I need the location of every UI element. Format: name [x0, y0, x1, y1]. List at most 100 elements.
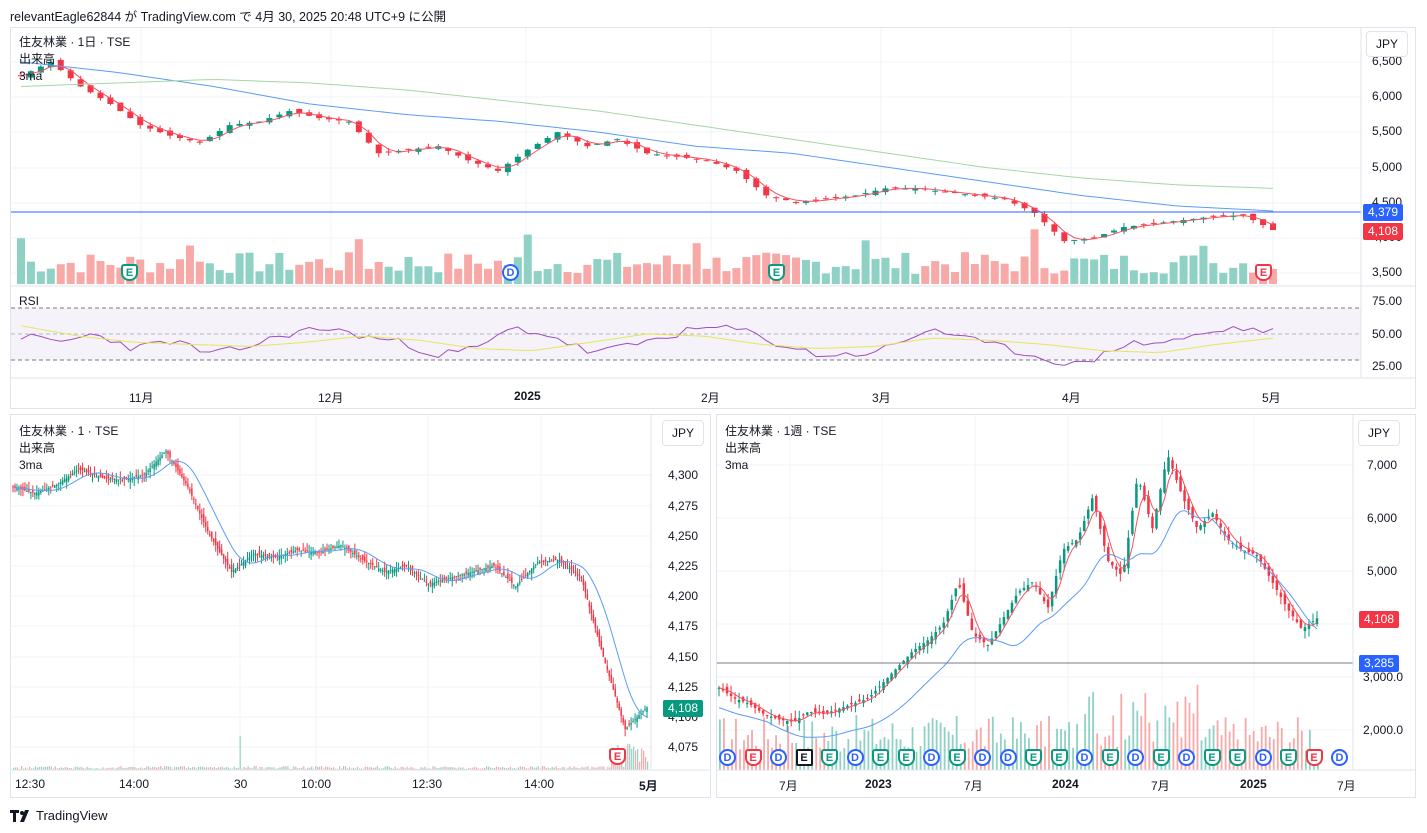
candle-body — [628, 724, 630, 726]
earnings-event-icon[interactable]: E — [1204, 749, 1221, 766]
intraday-legend-title[interactable]: 住友林業 · 1 · TSE — [19, 423, 118, 440]
volume-bar — [29, 767, 30, 770]
dividend-event-icon[interactable]: D — [974, 749, 991, 766]
candle-body — [501, 573, 503, 574]
daily-chart-panel[interactable]: 住友林業 · 1日 · TSE 出来高 3ma JPY RSI 6,500 6,… — [10, 27, 1416, 409]
volume-bar — [1072, 748, 1074, 770]
rsi-label[interactable]: RSI — [19, 293, 39, 310]
intraday-chart-panel[interactable]: 住友林業 · 1 · TSE 出来高 3ma JPY 4,300 4,275 4… — [10, 414, 711, 798]
volume-bar — [67, 263, 75, 284]
candle-body — [1111, 231, 1117, 233]
candle-body — [495, 568, 497, 569]
earnings-event-icon[interactable]: E — [796, 749, 813, 766]
earnings-event-icon[interactable]: E — [821, 749, 838, 766]
volume-bar — [424, 266, 432, 284]
daily-price-label: 3,500 — [1372, 265, 1402, 279]
earnings-event-icon[interactable]: E — [609, 748, 626, 765]
candle-body — [581, 577, 583, 578]
intraday-legend-ma[interactable]: 3ma — [19, 457, 118, 474]
dividend-event-icon[interactable]: D — [1000, 749, 1017, 766]
candle-body — [211, 532, 213, 539]
earnings-event-icon[interactable]: E — [768, 264, 785, 281]
candle-body — [384, 568, 386, 572]
earnings-event-icon[interactable]: E — [898, 749, 915, 766]
volume-bar — [1225, 717, 1227, 770]
earnings-event-icon[interactable]: E — [1306, 749, 1323, 766]
volume-bar — [812, 262, 820, 284]
dividend-event-icon[interactable]: D — [1178, 749, 1195, 766]
dividend-event-icon[interactable]: D — [1255, 749, 1272, 766]
volume-bar — [739, 749, 741, 770]
dividend-event-icon[interactable]: D — [1127, 749, 1144, 766]
candle-body — [1083, 521, 1086, 531]
volume-bar — [544, 766, 545, 770]
weekly-legend-ma[interactable]: 3ma — [725, 457, 836, 474]
dividend-event-icon[interactable]: D — [719, 749, 736, 766]
candle-body — [866, 698, 869, 699]
earnings-event-icon[interactable]: E — [1102, 749, 1119, 766]
candle-body — [108, 475, 110, 478]
weekly-time-label: 2023 — [865, 777, 892, 791]
earnings-event-icon[interactable]: E — [1280, 749, 1297, 766]
earnings-event-icon[interactable]: E — [121, 264, 138, 281]
candle-body — [810, 712, 813, 713]
candle-body — [714, 162, 720, 164]
candle-body — [664, 155, 670, 156]
candle-body — [638, 715, 640, 718]
volume-bar — [593, 259, 601, 284]
candle-body — [577, 574, 579, 575]
candle-body — [394, 569, 396, 573]
volume-bar — [240, 736, 241, 770]
earnings-event-icon[interactable]: E — [872, 749, 889, 766]
candle-body — [187, 484, 189, 487]
earnings-event-icon[interactable]: E — [1255, 264, 1272, 281]
weekly-legend-title[interactable]: 住友林業 · 1週 · TSE — [725, 423, 836, 440]
candle-body — [98, 477, 100, 479]
candle-body — [487, 566, 489, 568]
daily-legend-volume[interactable]: 出来高 — [19, 51, 130, 68]
candle-body — [338, 546, 340, 548]
tradingview-brand[interactable]: TradingView — [10, 808, 108, 823]
intraday-currency-button[interactable]: JPY — [662, 420, 704, 446]
ma-mid-line — [21, 62, 1273, 211]
volume-bar — [1219, 273, 1227, 284]
dividend-event-icon[interactable]: D — [502, 264, 519, 281]
dividend-event-icon[interactable]: D — [1076, 749, 1093, 766]
candle-body — [892, 187, 898, 188]
dividend-event-icon[interactable]: D — [1331, 749, 1348, 766]
daily-legend-title[interactable]: 住友林業 · 1日 · TSE — [19, 34, 130, 51]
weekly-legend-volume[interactable]: 出来高 — [725, 440, 836, 457]
weekly-chart-panel[interactable]: 住友林業 · 1週 · TSE 出来高 3ma JPY 7,000 6,000 … — [716, 414, 1416, 798]
volume-bar — [556, 766, 557, 770]
candle-body — [461, 575, 463, 576]
intraday-legend: 住友林業 · 1 · TSE 出来高 3ma — [19, 423, 118, 474]
earnings-event-icon[interactable]: E — [1153, 749, 1170, 766]
earnings-event-icon[interactable]: E — [1229, 749, 1246, 766]
volume-bar — [120, 766, 121, 770]
earnings-event-icon[interactable]: E — [1025, 749, 1042, 766]
volume-bar — [494, 261, 502, 284]
earnings-event-icon[interactable]: E — [949, 749, 966, 766]
intraday-legend-volume[interactable]: 出来高 — [19, 440, 118, 457]
candle-body — [225, 559, 227, 562]
candle-body — [290, 550, 292, 552]
daily-chart-canvas[interactable] — [11, 28, 1416, 409]
daily-legend-ma[interactable]: 3ma — [19, 68, 130, 85]
volume-bar — [663, 256, 671, 284]
daily-currency-button[interactable]: JPY — [1366, 31, 1408, 57]
candle-body — [372, 563, 374, 565]
daily-price-label: 5,500 — [1372, 124, 1402, 138]
earnings-event-icon[interactable]: E — [745, 749, 762, 766]
volume-bar — [355, 239, 363, 284]
volume-bar — [275, 253, 283, 284]
candle-body — [463, 574, 465, 575]
dividend-event-icon[interactable]: D — [923, 749, 940, 766]
candle-body — [155, 462, 157, 467]
dividend-event-icon[interactable]: D — [847, 749, 864, 766]
rsi-axis-label: 75.00 — [1372, 294, 1402, 308]
weekly-currency-button[interactable]: JPY — [1358, 420, 1400, 446]
candle-body — [614, 689, 616, 697]
dividend-event-icon[interactable]: D — [770, 749, 787, 766]
earnings-event-icon[interactable]: E — [1051, 749, 1068, 766]
candle-body — [1215, 514, 1218, 520]
